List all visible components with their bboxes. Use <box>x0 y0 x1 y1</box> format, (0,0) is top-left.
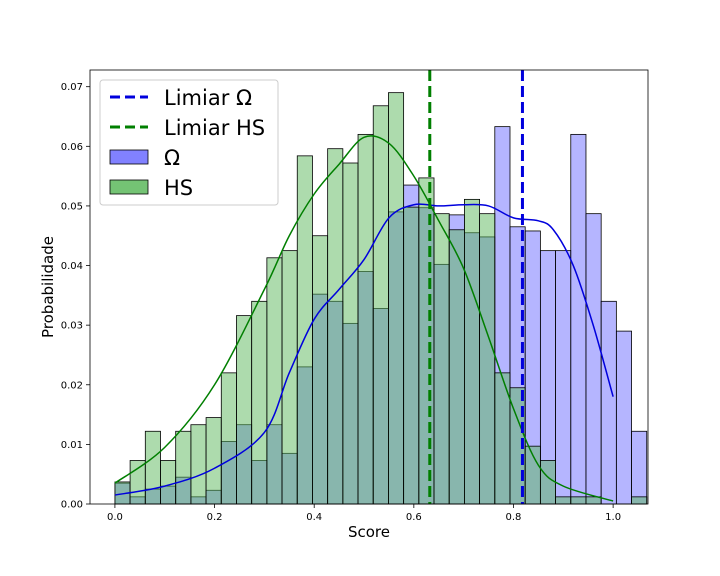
hs-kde-line <box>114 135 614 502</box>
x-axis-label: Score <box>348 523 390 541</box>
hs-bar-2 <box>144 430 161 505</box>
legend: Limiar Ω Limiar HS Ω HS <box>99 79 279 206</box>
hs-bar-15 <box>342 162 359 505</box>
omega-bar-29 <box>555 250 572 505</box>
hs-bar-22 <box>448 229 465 505</box>
hs-bar-7 <box>220 372 237 505</box>
plot-frame <box>89 69 649 505</box>
y-tick-label: 0.03 <box>61 321 83 332</box>
hs-bar-20 <box>418 177 435 505</box>
legend-label: HS <box>164 176 193 200</box>
x-tick-label: 0.4 <box>306 512 322 523</box>
x-tick-label: 0.2 <box>207 512 223 523</box>
x-tick-label: 0.6 <box>406 512 422 523</box>
hs-bar-3 <box>160 460 177 505</box>
hs-bar-6 <box>205 417 222 505</box>
hs-bar-24 <box>479 213 496 505</box>
x-axis: 0.0 0.2 0.4 0.6 0.8 1.0 <box>107 504 621 523</box>
hs-bar-10 <box>266 257 283 505</box>
omega-kde-line <box>114 203 614 496</box>
hs-bar-19 <box>403 206 420 505</box>
y-tick-label: 0.07 <box>61 82 83 93</box>
x-tick-label: 1.0 <box>605 512 621 523</box>
legend-swatch-patch <box>109 179 149 195</box>
omega-bar-33 <box>615 330 632 505</box>
omega-bar-34 <box>631 430 648 505</box>
legend-box <box>99 79 279 206</box>
hs-bar-9 <box>251 300 268 505</box>
hs-bar-18 <box>388 92 405 505</box>
x-tick-label: 0.8 <box>506 512 522 523</box>
hs-bar-21 <box>433 213 450 505</box>
legend-swatch-patch <box>109 149 149 165</box>
y-tick-label: 0.02 <box>61 380 83 391</box>
omega-bar-30 <box>570 133 587 505</box>
hs-bar-17 <box>372 105 389 505</box>
hs-histogram-bars <box>114 92 648 505</box>
y-axis-label: Probabilidade <box>39 236 57 338</box>
threshold-lines <box>428 70 524 504</box>
omega-bar-31 <box>585 213 602 505</box>
kde-curves <box>114 135 614 502</box>
hs-bar-4 <box>175 430 192 505</box>
y-tick-label: 0.06 <box>61 142 83 153</box>
x-tick-label: 0.0 <box>107 512 123 523</box>
hs-bar-16 <box>357 133 374 505</box>
y-tick-label: 0.01 <box>61 440 83 451</box>
hs-bar-30 <box>570 496 587 505</box>
legend-label: Limiar Ω <box>164 86 252 110</box>
hs-bar-34 <box>631 496 648 505</box>
legend-label: Limiar HS <box>164 116 265 140</box>
hs-bar-29 <box>555 496 572 505</box>
hs-bar-5 <box>190 424 207 505</box>
hs-bar-23 <box>464 198 481 505</box>
hs-bar-8 <box>236 315 253 505</box>
hs-bar-14 <box>327 148 344 505</box>
omega-bar-32 <box>600 300 617 505</box>
y-tick-label: 0.05 <box>61 201 83 212</box>
hs-bar-13 <box>312 235 329 505</box>
hs-bar-11 <box>281 250 298 505</box>
y-tick-label: 0.04 <box>61 261 83 272</box>
hs-bar-1 <box>129 460 146 505</box>
y-tick-label: 0.00 <box>61 500 83 511</box>
legend-label: Ω <box>164 146 180 170</box>
hs-bar-28 <box>539 460 556 505</box>
y-axis: 0.00 0.01 0.02 0.03 0.04 0.05 0.06 0.07 <box>61 82 90 511</box>
